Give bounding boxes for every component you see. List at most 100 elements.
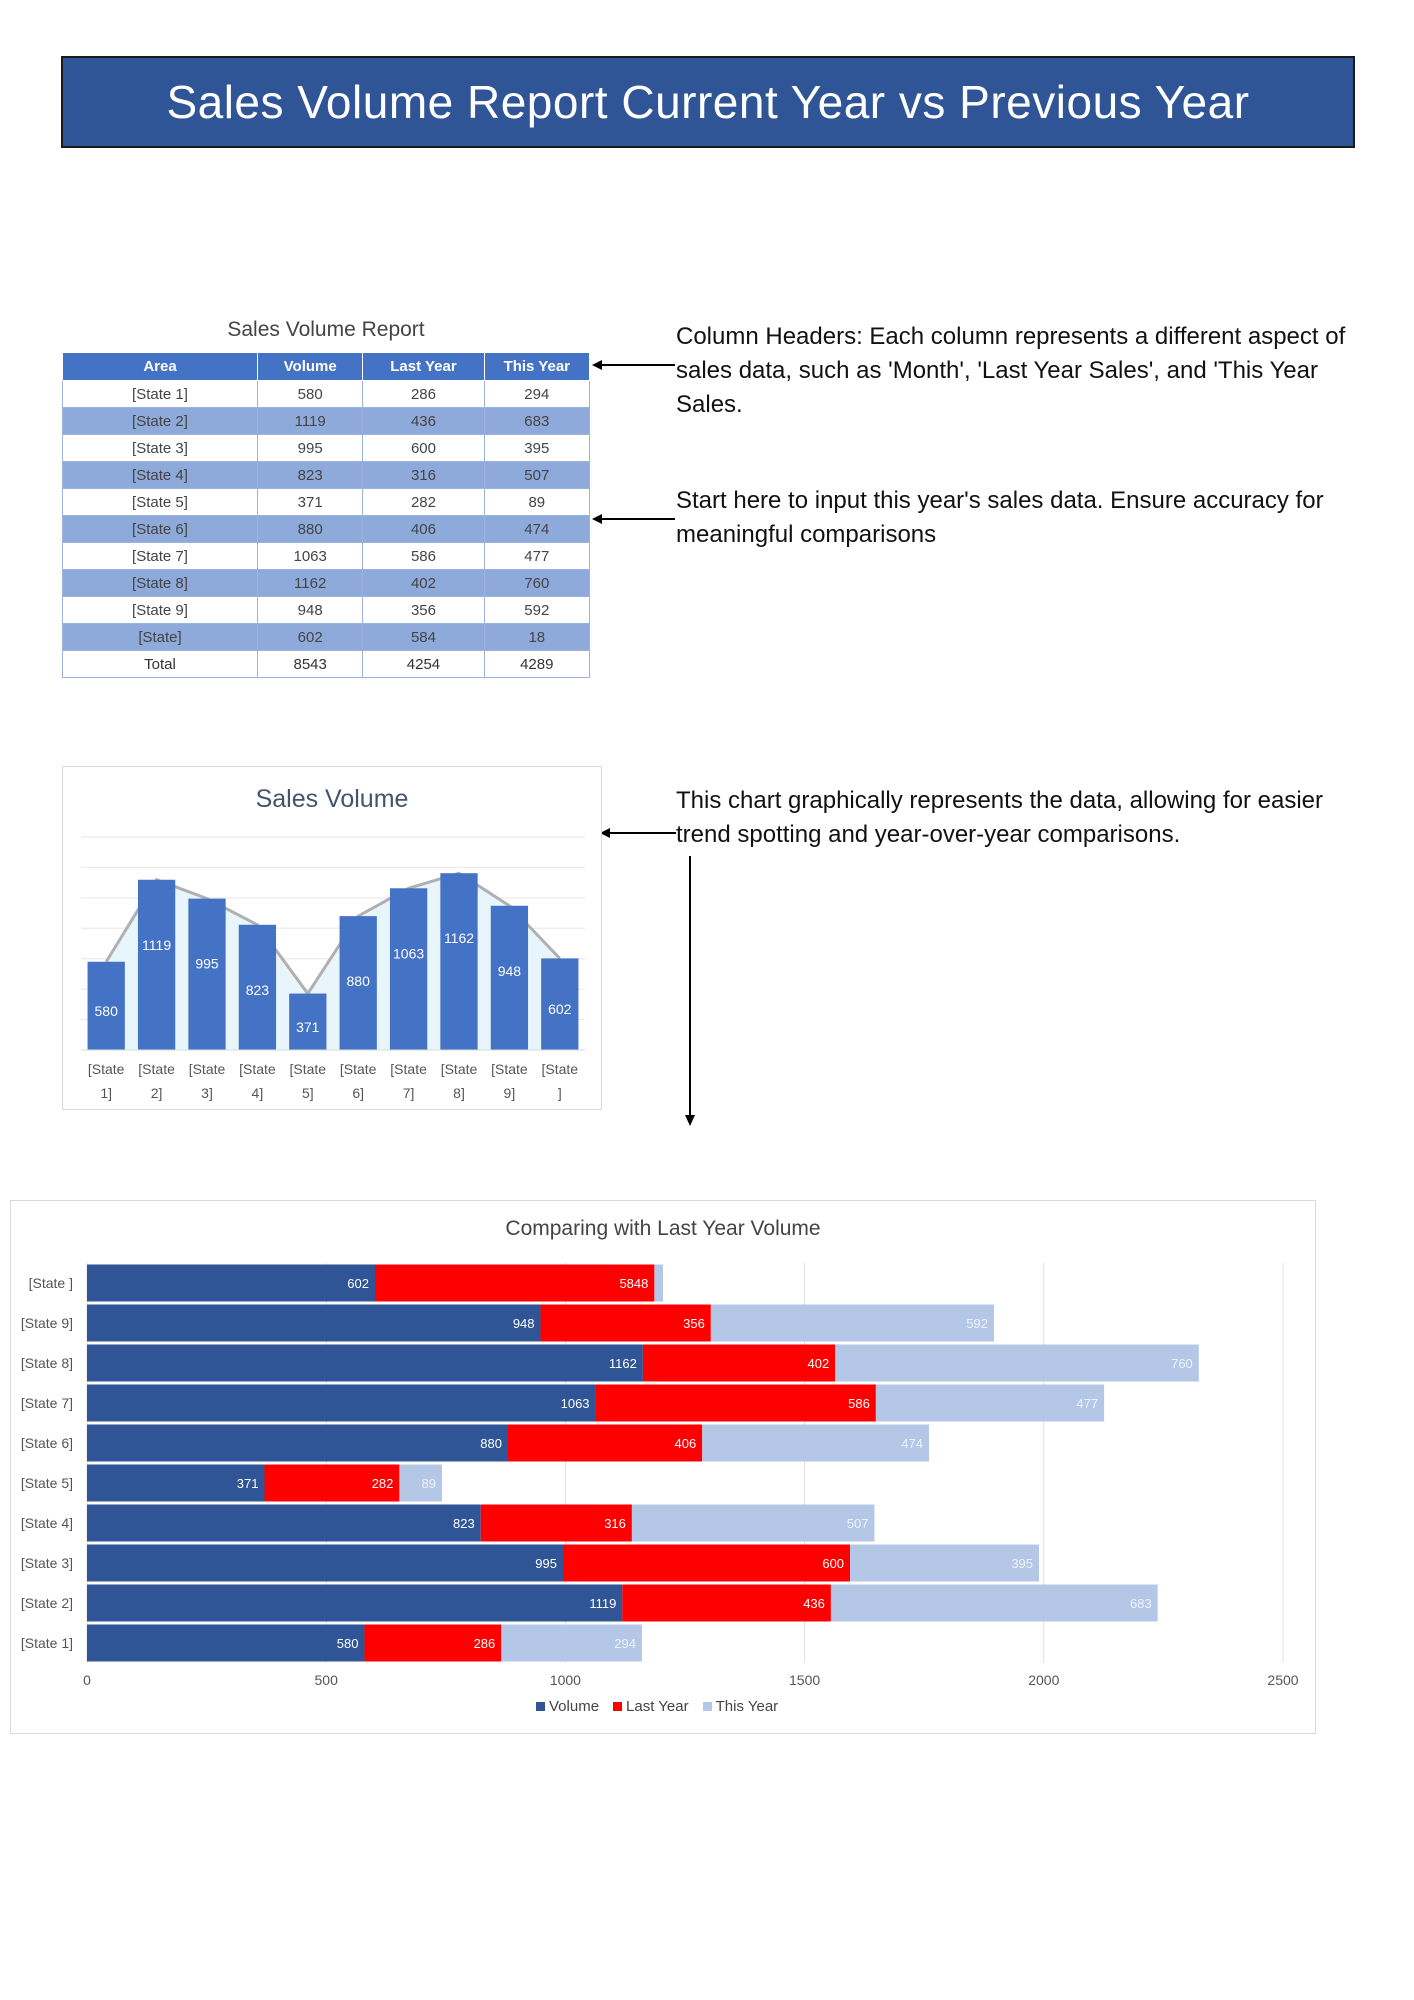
table-total-cell: 4254 bbox=[362, 650, 485, 678]
y-tick-label: [State 9] bbox=[21, 1315, 73, 1331]
bar-segment bbox=[87, 1584, 623, 1622]
bar-segment bbox=[87, 1384, 596, 1422]
header-last-year: Last Year bbox=[362, 352, 485, 381]
bar-data-label: 371 bbox=[237, 1476, 259, 1491]
table-header-row: Area Volume Last Year This Year bbox=[62, 352, 591, 381]
table-cell: 89 bbox=[483, 488, 591, 516]
arrow-to-headers bbox=[592, 360, 675, 370]
note-chart-info: This chart graphically represents the da… bbox=[676, 787, 1323, 848]
bar-segment bbox=[622, 1584, 831, 1622]
y-tick-label: [State 7] bbox=[21, 1395, 73, 1411]
bar-segment bbox=[480, 1504, 632, 1542]
bar-data-label: 5848 bbox=[619, 1276, 648, 1291]
table-cell: 316 bbox=[362, 461, 485, 489]
bar-data-label: 1162 bbox=[609, 1356, 637, 1371]
bar-segment bbox=[563, 1544, 851, 1582]
table-cell: 580 bbox=[256, 380, 364, 408]
bar bbox=[289, 993, 327, 1050]
legend-item: This Year bbox=[702, 1698, 779, 1715]
table-cell: 395 bbox=[483, 434, 591, 462]
table-cell: 371 bbox=[256, 488, 364, 516]
legend-label: This Year bbox=[715, 1698, 779, 1715]
note-column-headers: Column Headers: Each column represents a… bbox=[676, 323, 1346, 418]
sales-volume-chart-svg: 580 1119 995 823 371 880 1063 1162 948 602 [State 1… bbox=[81, 836, 585, 1101]
chart2-title: Comparing with Last Year Volume bbox=[505, 1217, 821, 1240]
x-tick-label: 1000 bbox=[550, 1672, 581, 1688]
table-row: [State 1] 580 286 294 bbox=[62, 380, 591, 408]
table-cell: 823 bbox=[256, 461, 364, 489]
header-volume: Volume bbox=[256, 352, 364, 381]
x-tick-label: 2500 bbox=[1267, 1672, 1298, 1688]
bar-segment bbox=[654, 1264, 663, 1302]
table-cell: [State 6] bbox=[62, 515, 258, 543]
table-cell: 18 bbox=[483, 623, 591, 651]
table-row: [State 5] 371 282 89 bbox=[62, 488, 591, 516]
y-tick-label: [State 2] bbox=[21, 1595, 73, 1611]
bar-data-label: 995 bbox=[535, 1556, 557, 1571]
table-cell: 507 bbox=[483, 461, 591, 489]
bar-data-label: 602 bbox=[347, 1276, 369, 1291]
bar-data-label: 282 bbox=[372, 1476, 394, 1491]
bar-data-label: 507 bbox=[847, 1516, 869, 1531]
bar-data-label: 580 bbox=[95, 1003, 119, 1019]
table-cell: 477 bbox=[483, 542, 591, 570]
table-cell: 286 bbox=[362, 380, 485, 408]
table-cell: [State 7] bbox=[62, 542, 258, 570]
y-tick-label: [State 1] bbox=[21, 1635, 73, 1651]
bar-data-label: 1162 bbox=[444, 930, 474, 946]
table-row: [State 2] 1119 436 683 bbox=[62, 407, 591, 435]
bar-segment bbox=[87, 1544, 564, 1582]
x-tick-label: 5] bbox=[302, 1085, 314, 1101]
arrow-down-to-bar-chart bbox=[685, 856, 695, 1126]
page-title: Sales Volume Report Current Year vs Prev… bbox=[166, 76, 1250, 128]
bar-segment bbox=[850, 1544, 1040, 1582]
bar-data-label: 592 bbox=[966, 1316, 988, 1331]
x-tick-label: [State bbox=[138, 1061, 175, 1077]
arrow-to-input bbox=[592, 514, 675, 524]
table-cell: [State 4] bbox=[62, 461, 258, 489]
bar-data-label: 600 bbox=[822, 1556, 844, 1571]
table-cell: 586 bbox=[362, 542, 485, 570]
bar bbox=[490, 905, 529, 1050]
bar-segment bbox=[642, 1344, 836, 1382]
y-tick-label: [State 6] bbox=[21, 1435, 73, 1451]
table-cell: [State 9] bbox=[62, 596, 258, 624]
bar-data-label: 948 bbox=[513, 1316, 535, 1331]
bar-segment bbox=[374, 1264, 655, 1302]
x-tick-label: [State bbox=[542, 1061, 579, 1077]
bar bbox=[440, 873, 478, 1050]
bar-data-label: 880 bbox=[480, 1436, 502, 1451]
bar-data-label: 402 bbox=[808, 1356, 830, 1371]
header-area: Area bbox=[62, 352, 258, 381]
table-total-row: Total 8543 4254 4289 bbox=[62, 650, 591, 678]
x-tick-label: [State bbox=[441, 1061, 478, 1077]
comparison-chart-legend: Volume Last Year This Year bbox=[536, 1698, 778, 1715]
bar-data-label: 948 bbox=[498, 963, 522, 979]
y-tick-label: [State 5] bbox=[21, 1475, 73, 1491]
bar-segment bbox=[710, 1304, 995, 1342]
bar-data-label: 880 bbox=[347, 973, 371, 989]
chart1-title: Sales Volume bbox=[255, 785, 409, 813]
bar-data-label: 683 bbox=[1130, 1596, 1152, 1611]
bar-segment bbox=[87, 1344, 643, 1382]
comparison-chart: Comparing with Last Year Volume 0 500 1000… bbox=[10, 1200, 1316, 1734]
x-tick-label: [State bbox=[239, 1061, 276, 1077]
bar bbox=[188, 898, 226, 1050]
bar-data-label: 356 bbox=[683, 1316, 705, 1331]
x-tick-label: ] bbox=[558, 1085, 562, 1101]
comparison-chart-svg: 0 500 1000 1500 2000 2500 [State 1] 580 286 294 [S… bbox=[21, 1263, 1299, 1688]
x-tick-label: 6] bbox=[352, 1085, 364, 1101]
bar-data-label: 1119 bbox=[589, 1596, 616, 1611]
arrow-to-chart bbox=[600, 828, 676, 838]
table-cell: 600 bbox=[362, 434, 485, 462]
table-row: [State 8] 1162 402 760 bbox=[62, 569, 591, 597]
y-tick-label: [State 3] bbox=[21, 1555, 73, 1571]
bar bbox=[87, 961, 125, 1050]
table-cell: [State 8] bbox=[62, 569, 258, 597]
x-tick-label: 2000 bbox=[1028, 1672, 1059, 1688]
table-row: [State 6] 880 406 474 bbox=[62, 515, 591, 543]
bar-data-label: 823 bbox=[453, 1516, 475, 1531]
x-tick-label: [State bbox=[340, 1061, 377, 1077]
table-cell: [State 3] bbox=[62, 434, 258, 462]
bar-data-label: 602 bbox=[548, 1001, 572, 1017]
